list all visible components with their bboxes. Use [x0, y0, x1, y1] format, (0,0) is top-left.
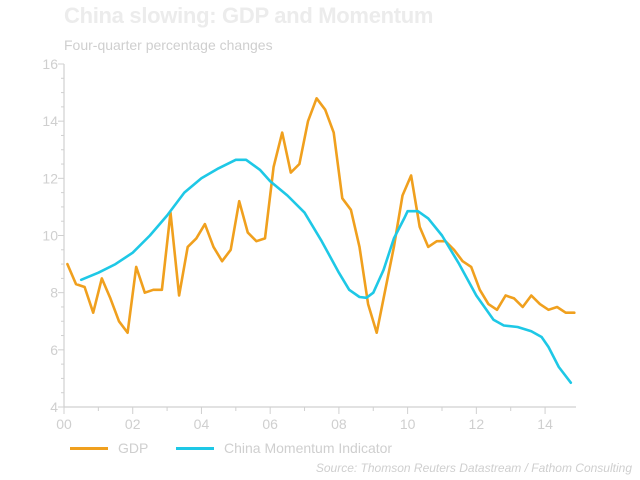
y-tick-label: 12	[42, 170, 58, 186]
x-tick-label: 02	[125, 416, 141, 432]
x-tick-label: 04	[194, 416, 210, 432]
chart-title: China slowing: GDP and Momentum	[64, 3, 434, 28]
source-note: Source: Thomson Reuters Datastream / Fat…	[315, 461, 632, 475]
series-line-gdp	[66, 97, 576, 334]
y-tick-label: 14	[42, 113, 58, 129]
y-tick-label: 6	[50, 342, 58, 358]
y-tick-label: 16	[42, 56, 58, 72]
series-line-china-momentum-indicator	[79, 158, 573, 384]
y-tick-label: 8	[50, 285, 58, 301]
chart-subtitle: Four-quarter percentage changes	[64, 37, 273, 53]
x-tick-label: 00	[56, 416, 72, 432]
x-axis: 00 02 04 06 08 10 12 14	[56, 406, 576, 432]
x-tick-label: 10	[400, 416, 416, 432]
x-tick-label: 06	[262, 416, 278, 432]
legend-swatch-momentum	[176, 446, 214, 450]
legend-item-momentum: China Momentum Indicator	[176, 440, 392, 456]
legend-item-gdp: GDP	[70, 440, 148, 456]
y-tick-label: 10	[42, 228, 58, 244]
legend-swatch-gdp	[70, 446, 108, 450]
x-tick-label: 12	[469, 416, 485, 432]
x-tick-label: 08	[331, 416, 347, 432]
series-group	[66, 97, 576, 384]
x-tick-label: 14	[537, 416, 553, 432]
legend-label-gdp: GDP	[118, 440, 149, 456]
y-axis: 4 6 8 10 12 14 16	[42, 56, 65, 415]
y-tick-label: 4	[50, 399, 58, 415]
legend-label-momentum: China Momentum Indicator	[224, 440, 393, 456]
